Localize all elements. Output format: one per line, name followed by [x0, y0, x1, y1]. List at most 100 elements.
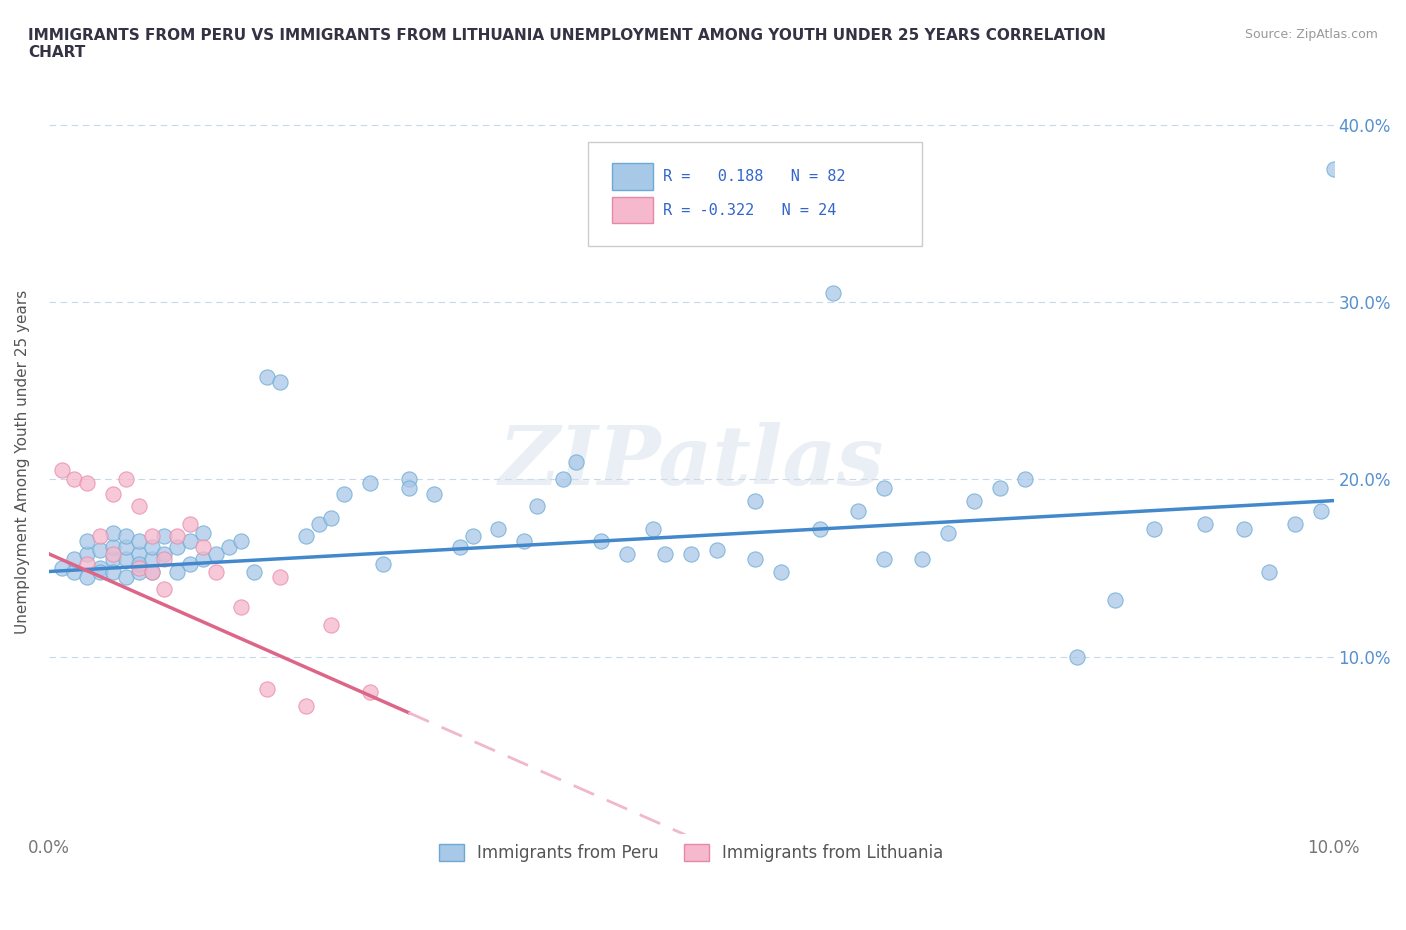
Point — [179, 534, 201, 549]
Point — [51, 561, 73, 576]
FancyBboxPatch shape — [612, 163, 652, 190]
Point — [89, 543, 111, 558]
Point — [744, 551, 766, 566]
Point — [179, 557, 201, 572]
Point — [936, 525, 959, 540]
Point — [269, 375, 291, 390]
Point — [256, 681, 278, 696]
Point — [128, 534, 150, 549]
Point — [63, 565, 86, 579]
Point — [873, 481, 896, 496]
Point — [101, 565, 124, 579]
Point — [191, 551, 214, 566]
Point — [153, 546, 176, 561]
Point — [128, 498, 150, 513]
Point — [641, 522, 664, 537]
Point — [873, 551, 896, 566]
Point — [359, 684, 381, 699]
Point — [591, 534, 613, 549]
Point — [911, 551, 934, 566]
Point — [564, 454, 586, 469]
Point — [371, 557, 394, 572]
Point — [51, 463, 73, 478]
Point — [153, 528, 176, 543]
Point — [1309, 504, 1331, 519]
Point — [1194, 516, 1216, 531]
Point — [115, 539, 138, 554]
Point — [770, 565, 793, 579]
Text: R = -0.322   N = 24: R = -0.322 N = 24 — [662, 203, 837, 218]
Point — [141, 539, 163, 554]
Point — [101, 546, 124, 561]
Point — [115, 528, 138, 543]
Point — [1258, 565, 1281, 579]
Point — [204, 565, 226, 579]
Point — [89, 565, 111, 579]
Point — [681, 546, 703, 561]
Point — [63, 472, 86, 486]
FancyBboxPatch shape — [612, 196, 652, 223]
Point — [128, 546, 150, 561]
Point — [63, 551, 86, 566]
Text: ZIPatlas: ZIPatlas — [499, 421, 884, 501]
Point — [101, 486, 124, 501]
Text: R =   0.188   N = 82: R = 0.188 N = 82 — [662, 169, 845, 184]
Point — [821, 286, 844, 300]
Point — [76, 534, 98, 549]
Point — [231, 600, 253, 615]
Point — [513, 534, 536, 549]
Point — [1323, 162, 1346, 177]
Point — [423, 486, 446, 501]
Text: IMMIGRANTS FROM PERU VS IMMIGRANTS FROM LITHUANIA UNEMPLOYMENT AMONG YOUTH UNDER: IMMIGRANTS FROM PERU VS IMMIGRANTS FROM … — [28, 28, 1107, 60]
Point — [321, 511, 343, 525]
Point — [115, 472, 138, 486]
Point — [89, 561, 111, 576]
Point — [963, 493, 986, 508]
Point — [231, 534, 253, 549]
Point — [141, 528, 163, 543]
Point — [654, 546, 676, 561]
Point — [488, 522, 510, 537]
Point — [153, 551, 176, 566]
Point — [398, 472, 420, 486]
Point — [191, 525, 214, 540]
Point — [101, 551, 124, 566]
Point — [128, 561, 150, 576]
Point — [115, 551, 138, 566]
Point — [141, 565, 163, 579]
Point — [706, 543, 728, 558]
Point — [76, 557, 98, 572]
Text: Source: ZipAtlas.com: Source: ZipAtlas.com — [1244, 28, 1378, 41]
Point — [1104, 592, 1126, 607]
Point — [243, 565, 266, 579]
Point — [166, 539, 188, 554]
Point — [551, 472, 574, 486]
Point — [1014, 472, 1036, 486]
Point — [449, 539, 471, 554]
Point — [988, 481, 1011, 496]
Point — [321, 618, 343, 632]
Point — [308, 516, 330, 531]
Point — [204, 546, 226, 561]
Point — [76, 546, 98, 561]
Point — [269, 569, 291, 584]
Point — [179, 516, 201, 531]
Point — [76, 569, 98, 584]
Point — [141, 551, 163, 566]
Point — [191, 539, 214, 554]
Point — [461, 528, 484, 543]
Point — [153, 582, 176, 597]
Point — [1284, 516, 1306, 531]
Point — [526, 498, 548, 513]
Point — [1233, 522, 1256, 537]
Point — [1066, 649, 1088, 664]
Point — [218, 539, 240, 554]
Point — [76, 475, 98, 490]
Point — [744, 493, 766, 508]
Point — [846, 504, 869, 519]
Point — [166, 565, 188, 579]
Point — [616, 546, 638, 561]
Point — [115, 569, 138, 584]
Point — [398, 481, 420, 496]
Point — [101, 525, 124, 540]
